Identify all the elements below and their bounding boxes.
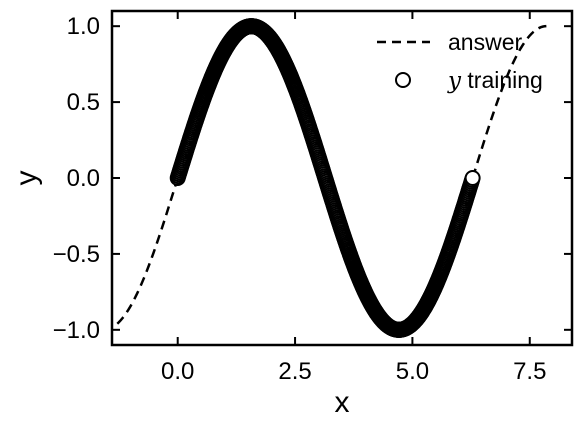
training-point — [464, 170, 481, 187]
plot-area — [110, 9, 574, 347]
legend-training-marker — [395, 72, 411, 88]
training-series-points — [169, 18, 481, 338]
legend-training-suffix: training — [461, 67, 543, 93]
y-tick-label: 0.0 — [67, 165, 100, 192]
legend: answer y training — [377, 29, 543, 94]
y-tick-label: 0.5 — [67, 89, 100, 116]
x-tick-label: 5.0 — [396, 358, 429, 385]
y-tick-label: −1.0 — [53, 317, 100, 344]
x-axis-label: x — [335, 386, 350, 419]
legend-answer-label: answer — [448, 29, 522, 55]
y-tick-label: −0.5 — [53, 241, 100, 268]
y-axis-ticks: −1.0 −0.5 0.0 0.5 1.0 — [53, 13, 572, 344]
legend-training-label: y training — [447, 67, 543, 94]
x-axis-ticks: 0.0 2.5 5.0 7.5 — [161, 11, 546, 385]
legend-training-var: y — [447, 68, 462, 94]
y-axis-label: y — [10, 171, 43, 186]
x-tick-label: 0.0 — [161, 358, 194, 385]
x-tick-label: 2.5 — [278, 358, 311, 385]
y-tick-label: 1.0 — [67, 13, 100, 40]
x-tick-label: 7.5 — [513, 358, 546, 385]
